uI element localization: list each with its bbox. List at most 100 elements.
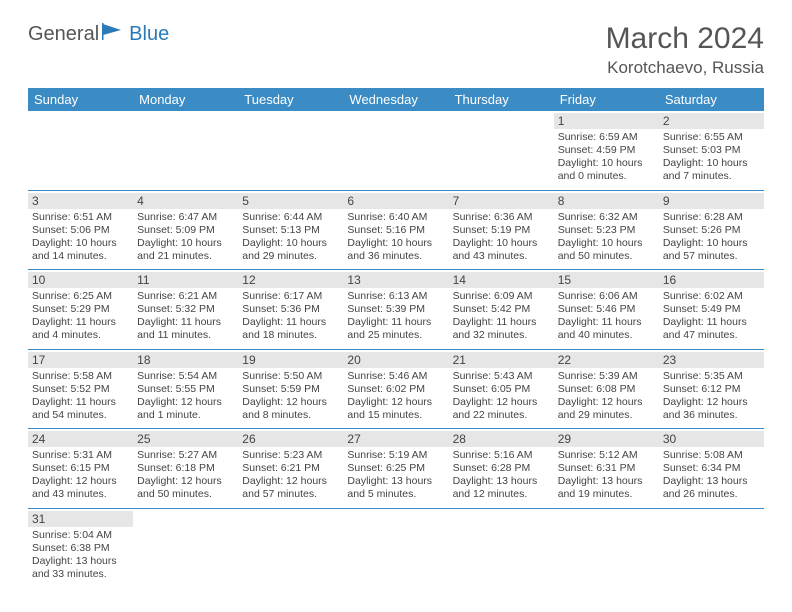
weekday-header: Thursday (449, 88, 554, 111)
calendar-day: 31 Sunrise: 5:04 AMSunset: 6:38 PMDayligh… (28, 508, 133, 587)
calendar-day: 7 Sunrise: 6:36 AMSunset: 5:19 PMDaylight… (449, 190, 554, 270)
calendar-day: 19 Sunrise: 5:50 AMSunset: 5:59 PMDayligh… (238, 349, 343, 429)
day-info: Sunrise: 6:13 AMSunset: 5:39 PMDaylight:… (347, 290, 444, 343)
calendar-day: 6 Sunrise: 6:40 AMSunset: 5:16 PMDaylight… (343, 190, 448, 270)
day-info: Sunrise: 5:54 AMSunset: 5:55 PMDaylight:… (137, 370, 234, 423)
logo-word2: Blue (129, 23, 169, 46)
calendar-day: 17 Sunrise: 5:58 AMSunset: 5:52 PMDayligh… (28, 349, 133, 429)
calendar-day: 20Sunrise: 5:46 AMSunset: 6:02 PMDayligh… (343, 349, 448, 429)
calendar-day: 9 Sunrise: 6:28 AMSunset: 5:26 PMDaylight… (659, 190, 764, 270)
calendar-day: 4 Sunrise: 6:47 AMSunset: 5:09 PMDaylight… (133, 190, 238, 270)
day-info: Sunrise: 5:39 AMSunset: 6:08 PMDaylight:… (558, 370, 655, 423)
calendar-empty (133, 508, 238, 587)
weekday-header: Sunday (28, 88, 133, 111)
day-number: 9 (659, 193, 764, 209)
calendar-day: 30 Sunrise: 5:08 AMSunset: 6:34 PMDayligh… (659, 429, 764, 509)
calendar-day: 21Sunrise: 5:43 AMSunset: 6:05 PMDayligh… (449, 349, 554, 429)
calendar-empty (449, 111, 554, 190)
day-number: 8 (554, 193, 659, 209)
calendar-day: 25 Sunrise: 5:27 AMSunset: 6:18 PMDayligh… (133, 429, 238, 509)
day-number: 24 (28, 431, 133, 447)
day-info: Sunrise: 6:40 AMSunset: 5:16 PMDaylight:… (347, 211, 444, 264)
day-info: Sunrise: 6:47 AMSunset: 5:09 PMDaylight:… (137, 211, 234, 264)
calendar-day: 16 Sunrise: 6:02 AMSunset: 5:49 PMDayligh… (659, 270, 764, 350)
calendar-day: 28 Sunrise: 5:16 AMSunset: 6:28 PMDayligh… (449, 429, 554, 509)
day-info: Sunrise: 5:50 AMSunset: 5:59 PMDaylight:… (242, 370, 339, 423)
calendar-day: 12Sunrise: 6:17 AMSunset: 5:36 PMDayligh… (238, 270, 343, 350)
weekday-header: Monday (133, 88, 238, 111)
day-number: 30 (659, 431, 764, 447)
day-number: 27 (343, 431, 448, 447)
day-info: Sunrise: 5:58 AMSunset: 5:52 PMDaylight:… (32, 370, 129, 423)
day-info: Sunrise: 6:59 AMSunset: 4:59 PMDaylight:… (558, 131, 655, 184)
day-info: Sunrise: 6:51 AMSunset: 5:06 PMDaylight:… (32, 211, 129, 264)
day-number: 4 (133, 193, 238, 209)
day-number: 2 (659, 113, 764, 129)
calendar-day: 29 Sunrise: 5:12 AMSunset: 6:31 PMDayligh… (554, 429, 659, 509)
calendar-day: 27Sunrise: 5:19 AMSunset: 6:25 PMDayligh… (343, 429, 448, 509)
day-info: Sunrise: 5:43 AMSunset: 6:05 PMDaylight:… (453, 370, 550, 423)
calendar-empty (343, 508, 448, 587)
calendar-day: 14Sunrise: 6:09 AMSunset: 5:42 PMDayligh… (449, 270, 554, 350)
logo: General Blue (28, 22, 169, 47)
day-info: Sunrise: 6:32 AMSunset: 5:23 PMDaylight:… (558, 211, 655, 264)
flag-icon (101, 22, 127, 47)
day-number: 18 (133, 352, 238, 368)
day-info: Sunrise: 6:02 AMSunset: 5:49 PMDaylight:… (663, 290, 760, 343)
day-number: 25 (133, 431, 238, 447)
day-info: Sunrise: 6:21 AMSunset: 5:32 PMDaylight:… (137, 290, 234, 343)
month-title: March 2024 (606, 22, 764, 56)
day-info: Sunrise: 5:04 AMSunset: 6:38 PMDaylight:… (32, 529, 129, 582)
day-info: Sunrise: 5:12 AMSunset: 6:31 PMDaylight:… (558, 449, 655, 502)
day-number: 3 (28, 193, 133, 209)
calendar-empty (133, 111, 238, 190)
day-number: 28 (449, 431, 554, 447)
calendar-day: 10Sunrise: 6:25 AMSunset: 5:29 PMDayligh… (28, 270, 133, 350)
weekday-header: Tuesday (238, 88, 343, 111)
title-block: March 2024 Korotchaevo, Russia (606, 22, 764, 78)
weekday-header: Friday (554, 88, 659, 111)
day-number: 22 (554, 352, 659, 368)
day-number: 15 (554, 272, 659, 288)
calendar-empty (659, 508, 764, 587)
calendar-empty (343, 111, 448, 190)
day-number: 29 (554, 431, 659, 447)
day-info: Sunrise: 5:08 AMSunset: 6:34 PMDaylight:… (663, 449, 760, 502)
day-info: Sunrise: 6:25 AMSunset: 5:29 PMDaylight:… (32, 290, 129, 343)
location: Korotchaevo, Russia (606, 58, 764, 78)
calendar-day: 8 Sunrise: 6:32 AMSunset: 5:23 PMDaylight… (554, 190, 659, 270)
day-info: Sunrise: 5:23 AMSunset: 6:21 PMDaylight:… (242, 449, 339, 502)
day-number: 6 (343, 193, 448, 209)
day-number: 17 (28, 352, 133, 368)
calendar-empty (238, 111, 343, 190)
calendar-day: 24 Sunrise: 5:31 AMSunset: 6:15 PMDayligh… (28, 429, 133, 509)
calendar-day: 18 Sunrise: 5:54 AMSunset: 5:55 PMDayligh… (133, 349, 238, 429)
logo-word1: General (28, 23, 99, 46)
weekday-header: Saturday (659, 88, 764, 111)
calendar-day: 2Sunrise: 6:55 AMSunset: 5:03 PMDaylight… (659, 111, 764, 190)
day-number: 16 (659, 272, 764, 288)
calendar-table: SundayMondayTuesdayWednesdayThursdayFrid… (28, 88, 764, 587)
calendar-day: 3 Sunrise: 6:51 AMSunset: 5:06 PMDaylight… (28, 190, 133, 270)
day-info: Sunrise: 6:36 AMSunset: 5:19 PMDaylight:… (453, 211, 550, 264)
calendar-day: 1 Sunrise: 6:59 AMSunset: 4:59 PMDaylight… (554, 111, 659, 190)
calendar-day: 22 Sunrise: 5:39 AMSunset: 6:08 PMDayligh… (554, 349, 659, 429)
header: General Blue March 2024 Korotchaevo, Rus… (28, 22, 764, 78)
calendar-day: 13 Sunrise: 6:13 AMSunset: 5:39 PMDayligh… (343, 270, 448, 350)
day-number: 5 (238, 193, 343, 209)
day-number: 7 (449, 193, 554, 209)
day-number: 13 (343, 272, 448, 288)
day-info: Sunrise: 6:09 AMSunset: 5:42 PMDaylight:… (453, 290, 550, 343)
calendar-empty (238, 508, 343, 587)
day-number: 1 (554, 113, 659, 129)
weekday-header: Wednesday (343, 88, 448, 111)
day-info: Sunrise: 5:46 AMSunset: 6:02 PMDaylight:… (347, 370, 444, 423)
day-number: 31 (28, 511, 133, 527)
day-info: Sunrise: 5:27 AMSunset: 6:18 PMDaylight:… (137, 449, 234, 502)
day-info: Sunrise: 5:31 AMSunset: 6:15 PMDaylight:… (32, 449, 129, 502)
day-number: 19 (238, 352, 343, 368)
day-number: 23 (659, 352, 764, 368)
day-info: Sunrise: 6:28 AMSunset: 5:26 PMDaylight:… (663, 211, 760, 264)
day-info: Sunrise: 5:16 AMSunset: 6:28 PMDaylight:… (453, 449, 550, 502)
day-info: Sunrise: 6:17 AMSunset: 5:36 PMDaylight:… (242, 290, 339, 343)
